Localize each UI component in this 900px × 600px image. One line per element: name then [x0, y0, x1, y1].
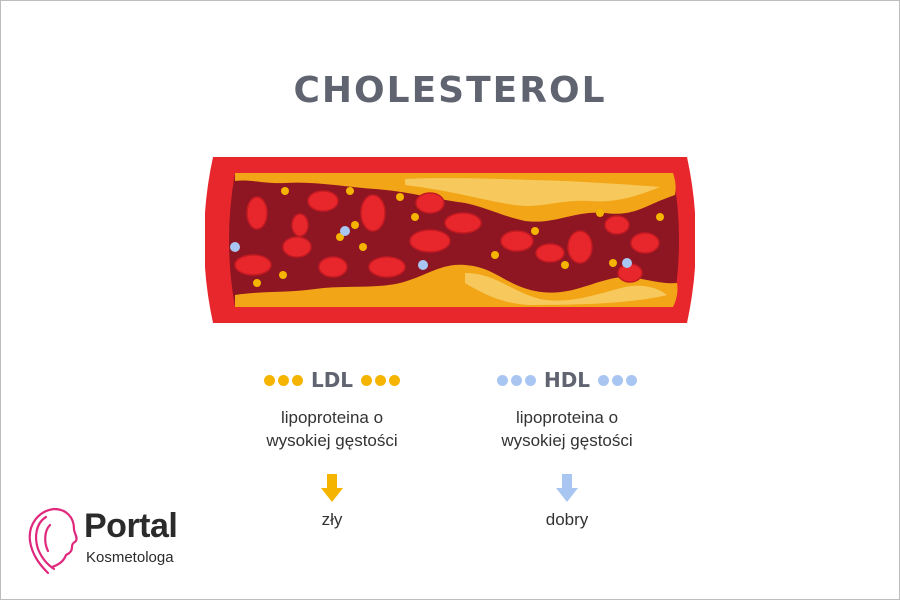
- red-cell: [282, 236, 312, 258]
- red-cell: [535, 243, 565, 263]
- hdl-dot: [524, 374, 536, 386]
- ldl-dot: [291, 374, 303, 386]
- hdl-dot: [612, 374, 624, 386]
- hdl-dots-right: [598, 374, 638, 386]
- ldl-particle: [596, 209, 604, 217]
- ldl-label: LDL: [310, 368, 354, 392]
- hdl-particle: [418, 260, 428, 270]
- ldl-heading: LDL: [202, 368, 462, 392]
- ldl-dot: [389, 374, 401, 386]
- red-cell: [246, 196, 268, 230]
- ldl-particle: [253, 279, 261, 287]
- diagram-title: CHOLESTEROL: [293, 70, 607, 111]
- red-blood-cells: [234, 190, 660, 283]
- ldl-dot: [361, 374, 373, 386]
- red-cell: [360, 194, 386, 232]
- face-profile-icon: [28, 507, 78, 575]
- red-cell: [444, 212, 482, 234]
- ldl-particle: [411, 213, 419, 221]
- ldl-particle: [359, 243, 367, 251]
- ldl-dots-right: [361, 374, 401, 386]
- red-cell: [567, 230, 593, 264]
- ldl-dot: [263, 374, 275, 386]
- hdl-label: HDL: [543, 368, 591, 392]
- hdl-particle: [622, 258, 632, 268]
- portal-kosmetologa-logo: Portal Kosmetologa: [24, 505, 224, 580]
- red-cell: [307, 190, 339, 212]
- ldl-particle: [279, 271, 287, 279]
- hdl-dot: [626, 374, 638, 386]
- hdl-dot: [496, 374, 508, 386]
- red-cell: [415, 192, 445, 214]
- ldl-particle: [656, 213, 664, 221]
- hdl-particle: [340, 226, 350, 236]
- red-cell: [368, 256, 406, 278]
- hdl-description: lipoproteina o wysokiej gęstości: [437, 406, 697, 452]
- red-cell: [500, 230, 534, 252]
- hdl-verdict: dobry: [545, 510, 589, 529]
- hdl-dot: [598, 374, 610, 386]
- ldl-particle: [346, 187, 354, 195]
- plaque-bottom: [235, 264, 678, 307]
- hdl-heading: HDL: [437, 368, 697, 392]
- red-cell: [409, 229, 451, 253]
- ldl-particle: [281, 187, 289, 195]
- ldl-dot: [277, 374, 289, 386]
- ldl-particle: [351, 221, 359, 229]
- arrow-down-icon: [321, 474, 343, 502]
- ldl-particle: [531, 227, 539, 235]
- hdl-description-line1: lipoproteina o: [515, 408, 619, 427]
- logo-wordmark: Portal: [84, 507, 178, 545]
- ldl-particle: [609, 259, 617, 267]
- ldl-description-line1: lipoproteina o: [280, 408, 384, 427]
- red-cell: [630, 232, 660, 254]
- ldl-particles: [253, 187, 664, 287]
- arrow-down-icon: [556, 474, 578, 502]
- red-cell: [291, 213, 309, 237]
- ldl-description-line2: wysokiej gęstości: [266, 431, 398, 450]
- ldl-particle: [491, 251, 499, 259]
- ldl-description: lipoproteina o wysokiej gęstości: [202, 406, 462, 452]
- plaque-bottom-highlight: [465, 273, 667, 305]
- hdl-legend: HDL lipoproteina o wysokiej gęstości dob…: [437, 368, 697, 530]
- red-cell: [318, 256, 348, 278]
- hdl-dots-left: [496, 374, 536, 386]
- red-cell: [234, 254, 272, 276]
- ldl-dots-left: [263, 374, 303, 386]
- ldl-verdict: zły: [321, 510, 343, 529]
- hdl-particles: [230, 226, 632, 270]
- red-cell: [604, 215, 630, 235]
- ldl-legend: LDL lipoproteina o wysokiej gęstości zły: [202, 368, 462, 530]
- plaque-top-highlight: [405, 178, 660, 206]
- hdl-description-line2: wysokiej gęstości: [501, 431, 633, 450]
- hdl-particle: [230, 242, 240, 252]
- ldl-particle: [561, 261, 569, 269]
- ldl-dot: [375, 374, 387, 386]
- hdl-dot: [510, 374, 522, 386]
- blood-vessel-illustration: [205, 157, 695, 323]
- logo-subtitle: Kosmetologa: [86, 549, 174, 566]
- ldl-particle: [396, 193, 404, 201]
